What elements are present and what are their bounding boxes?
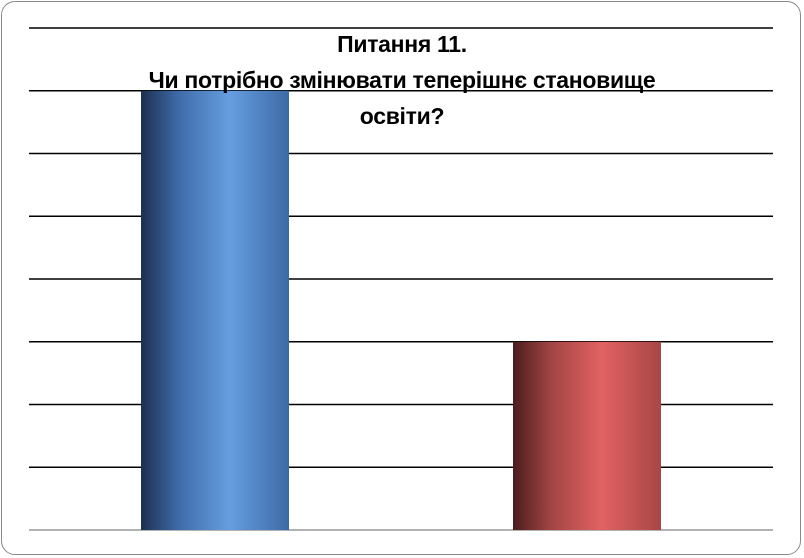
bar-1 [141, 90, 289, 530]
chart-title: Питання 11. Чи потрібно змінювати тепері… [0, 26, 804, 134]
title-line-1: Питання 11. [337, 31, 467, 57]
title-line-2: Чи потрібно змінювати теперішнє становищ… [148, 67, 656, 93]
bar-2 [513, 341, 661, 530]
title-line-3: освіти? [359, 103, 445, 129]
